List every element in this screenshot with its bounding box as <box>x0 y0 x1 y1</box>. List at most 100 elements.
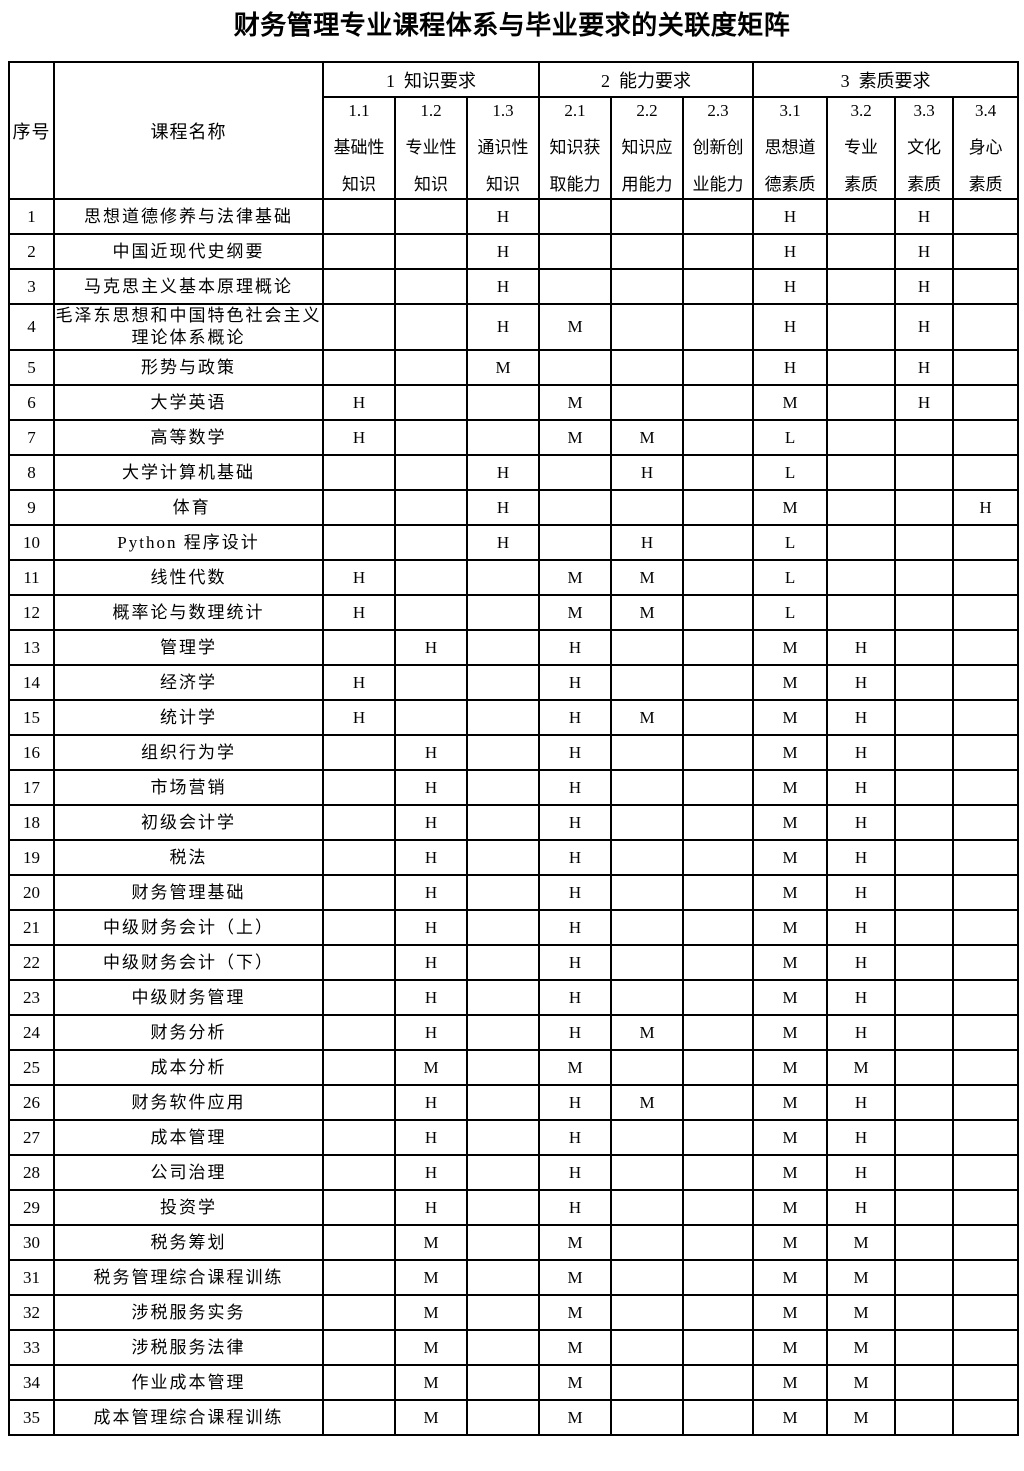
matrix-value-cell: M <box>752 1014 829 1051</box>
matrix-value-cell: M <box>538 594 613 631</box>
matrix-value-cell <box>394 699 468 736</box>
subcol-label-line1: 知识应 <box>621 138 673 157</box>
matrix-value-cell <box>682 734 755 771</box>
course-name-cell: 体育 <box>53 489 324 526</box>
matrix-value-cell: M <box>538 559 613 596</box>
matrix-value-cell <box>538 454 613 491</box>
course-name-cell: 财务软件应用 <box>53 1084 324 1121</box>
matrix-value-cell <box>894 874 955 911</box>
matrix-value-cell: M <box>752 1049 829 1086</box>
matrix-value-cell <box>682 419 755 456</box>
course-name-cell: 初级会计学 <box>53 804 324 841</box>
matrix-value-cell <box>610 734 685 771</box>
matrix-value-cell: H <box>752 268 829 305</box>
matrix-value-cell: M <box>538 303 613 351</box>
matrix-value-cell <box>322 1224 396 1261</box>
matrix-value-cell <box>465 1399 541 1436</box>
matrix-value-cell <box>952 594 1020 631</box>
matrix-value-cell: M <box>538 419 613 456</box>
matrix-value-cell <box>322 629 396 666</box>
matrix-value-cell <box>465 804 541 841</box>
course-name-cell: 中级财务会计（下） <box>53 944 324 981</box>
matrix-value-cell: M <box>465 349 541 386</box>
matrix-value-cell <box>322 944 396 981</box>
row-number-cell: 21 <box>8 909 55 946</box>
matrix-value-cell: H <box>752 303 829 351</box>
matrix-value-cell <box>682 769 755 806</box>
matrix-value-cell <box>394 419 468 456</box>
matrix-value-cell <box>682 198 755 235</box>
header-group-ability: 2 能力要求 <box>538 61 755 98</box>
matrix-value-cell: H <box>465 524 541 561</box>
matrix-value-cell: M <box>752 699 829 736</box>
matrix-value-cell <box>322 1084 396 1121</box>
course-row: 31 税务管理综合课程训练 M M M M <box>8 1259 1020 1296</box>
matrix-value-cell <box>952 1294 1020 1331</box>
course-name-cell: 管理学 <box>53 629 324 666</box>
matrix-value-cell <box>682 303 755 351</box>
row-number-cell: 22 <box>8 944 55 981</box>
matrix-value-cell: M <box>610 1014 685 1051</box>
matrix-value-cell: H <box>394 909 468 946</box>
matrix-value-cell <box>610 303 685 351</box>
subcol-number: 3.3 <box>913 101 935 120</box>
matrix-value-cell <box>465 1049 541 1086</box>
subcol-label-line1: 基础性 <box>333 138 385 157</box>
course-name-cell: 中级财务会计（上） <box>53 909 324 946</box>
matrix-value-cell <box>952 349 1020 386</box>
matrix-value-cell: M <box>394 1259 468 1296</box>
row-number-cell: 14 <box>8 664 55 701</box>
course-row: 18 初级会计学 H H M H <box>8 804 1020 841</box>
matrix-value-cell <box>394 454 468 491</box>
matrix-value-cell <box>394 268 468 305</box>
course-name-cell: 经济学 <box>53 664 324 701</box>
row-number-cell: 13 <box>8 629 55 666</box>
matrix-value-cell <box>394 384 468 421</box>
course-row: 11 线性代数 H M M L <box>8 559 1020 596</box>
matrix-value-cell: H <box>538 629 613 666</box>
matrix-value-cell: M <box>826 1294 897 1331</box>
matrix-value-cell <box>826 419 897 456</box>
matrix-value-cell <box>322 233 396 270</box>
matrix-value-cell <box>952 664 1020 701</box>
course-row: 29 投资学 H H M H <box>8 1189 1020 1226</box>
matrix-value-cell <box>322 1119 396 1156</box>
matrix-value-cell: H <box>465 198 541 235</box>
matrix-value-cell <box>894 489 955 526</box>
matrix-value-cell: H <box>394 944 468 981</box>
matrix-value-cell <box>682 1084 755 1121</box>
matrix-value-cell: M <box>752 1224 829 1261</box>
matrix-value-cell: H <box>826 734 897 771</box>
matrix-value-cell: M <box>752 839 829 876</box>
course-row: 9 体育 H M H <box>8 489 1020 526</box>
row-number-cell: 15 <box>8 699 55 736</box>
row-number-cell: 10 <box>8 524 55 561</box>
header-subcol-2-2: 2.2 知识应 用能力 <box>610 96 685 200</box>
matrix-value-cell <box>465 629 541 666</box>
matrix-value-cell <box>894 804 955 841</box>
matrix-value-cell <box>465 1329 541 1366</box>
matrix-value-cell <box>610 1119 685 1156</box>
matrix-value-cell <box>610 944 685 981</box>
row-number-cell: 7 <box>8 419 55 456</box>
matrix-value-cell <box>322 198 396 235</box>
matrix-value-cell: H <box>538 909 613 946</box>
header-subcol-3-4: 3.4 身心 素质 <box>952 96 1020 200</box>
matrix-value-cell: M <box>538 1224 613 1261</box>
matrix-value-cell: H <box>826 1119 897 1156</box>
row-number-cell: 33 <box>8 1329 55 1366</box>
matrix-value-cell <box>682 1259 755 1296</box>
matrix-value-cell <box>610 268 685 305</box>
matrix-value-cell <box>826 384 897 421</box>
header-group-row: 序号 课程名称 1 知识要求 2 能力要求 3 素质要求 <box>8 61 1020 200</box>
matrix-value-cell <box>894 1399 955 1436</box>
matrix-value-cell <box>465 874 541 911</box>
matrix-value-cell <box>952 909 1020 946</box>
header-index: 序号 <box>8 61 55 200</box>
course-name-cell: 投资学 <box>53 1189 324 1226</box>
course-row: 35 成本管理综合课程训练 M M M M <box>8 1399 1020 1436</box>
matrix-value-cell <box>465 734 541 771</box>
matrix-value-cell: H <box>538 1084 613 1121</box>
matrix-value-cell <box>322 1189 396 1226</box>
matrix-value-cell <box>610 909 685 946</box>
